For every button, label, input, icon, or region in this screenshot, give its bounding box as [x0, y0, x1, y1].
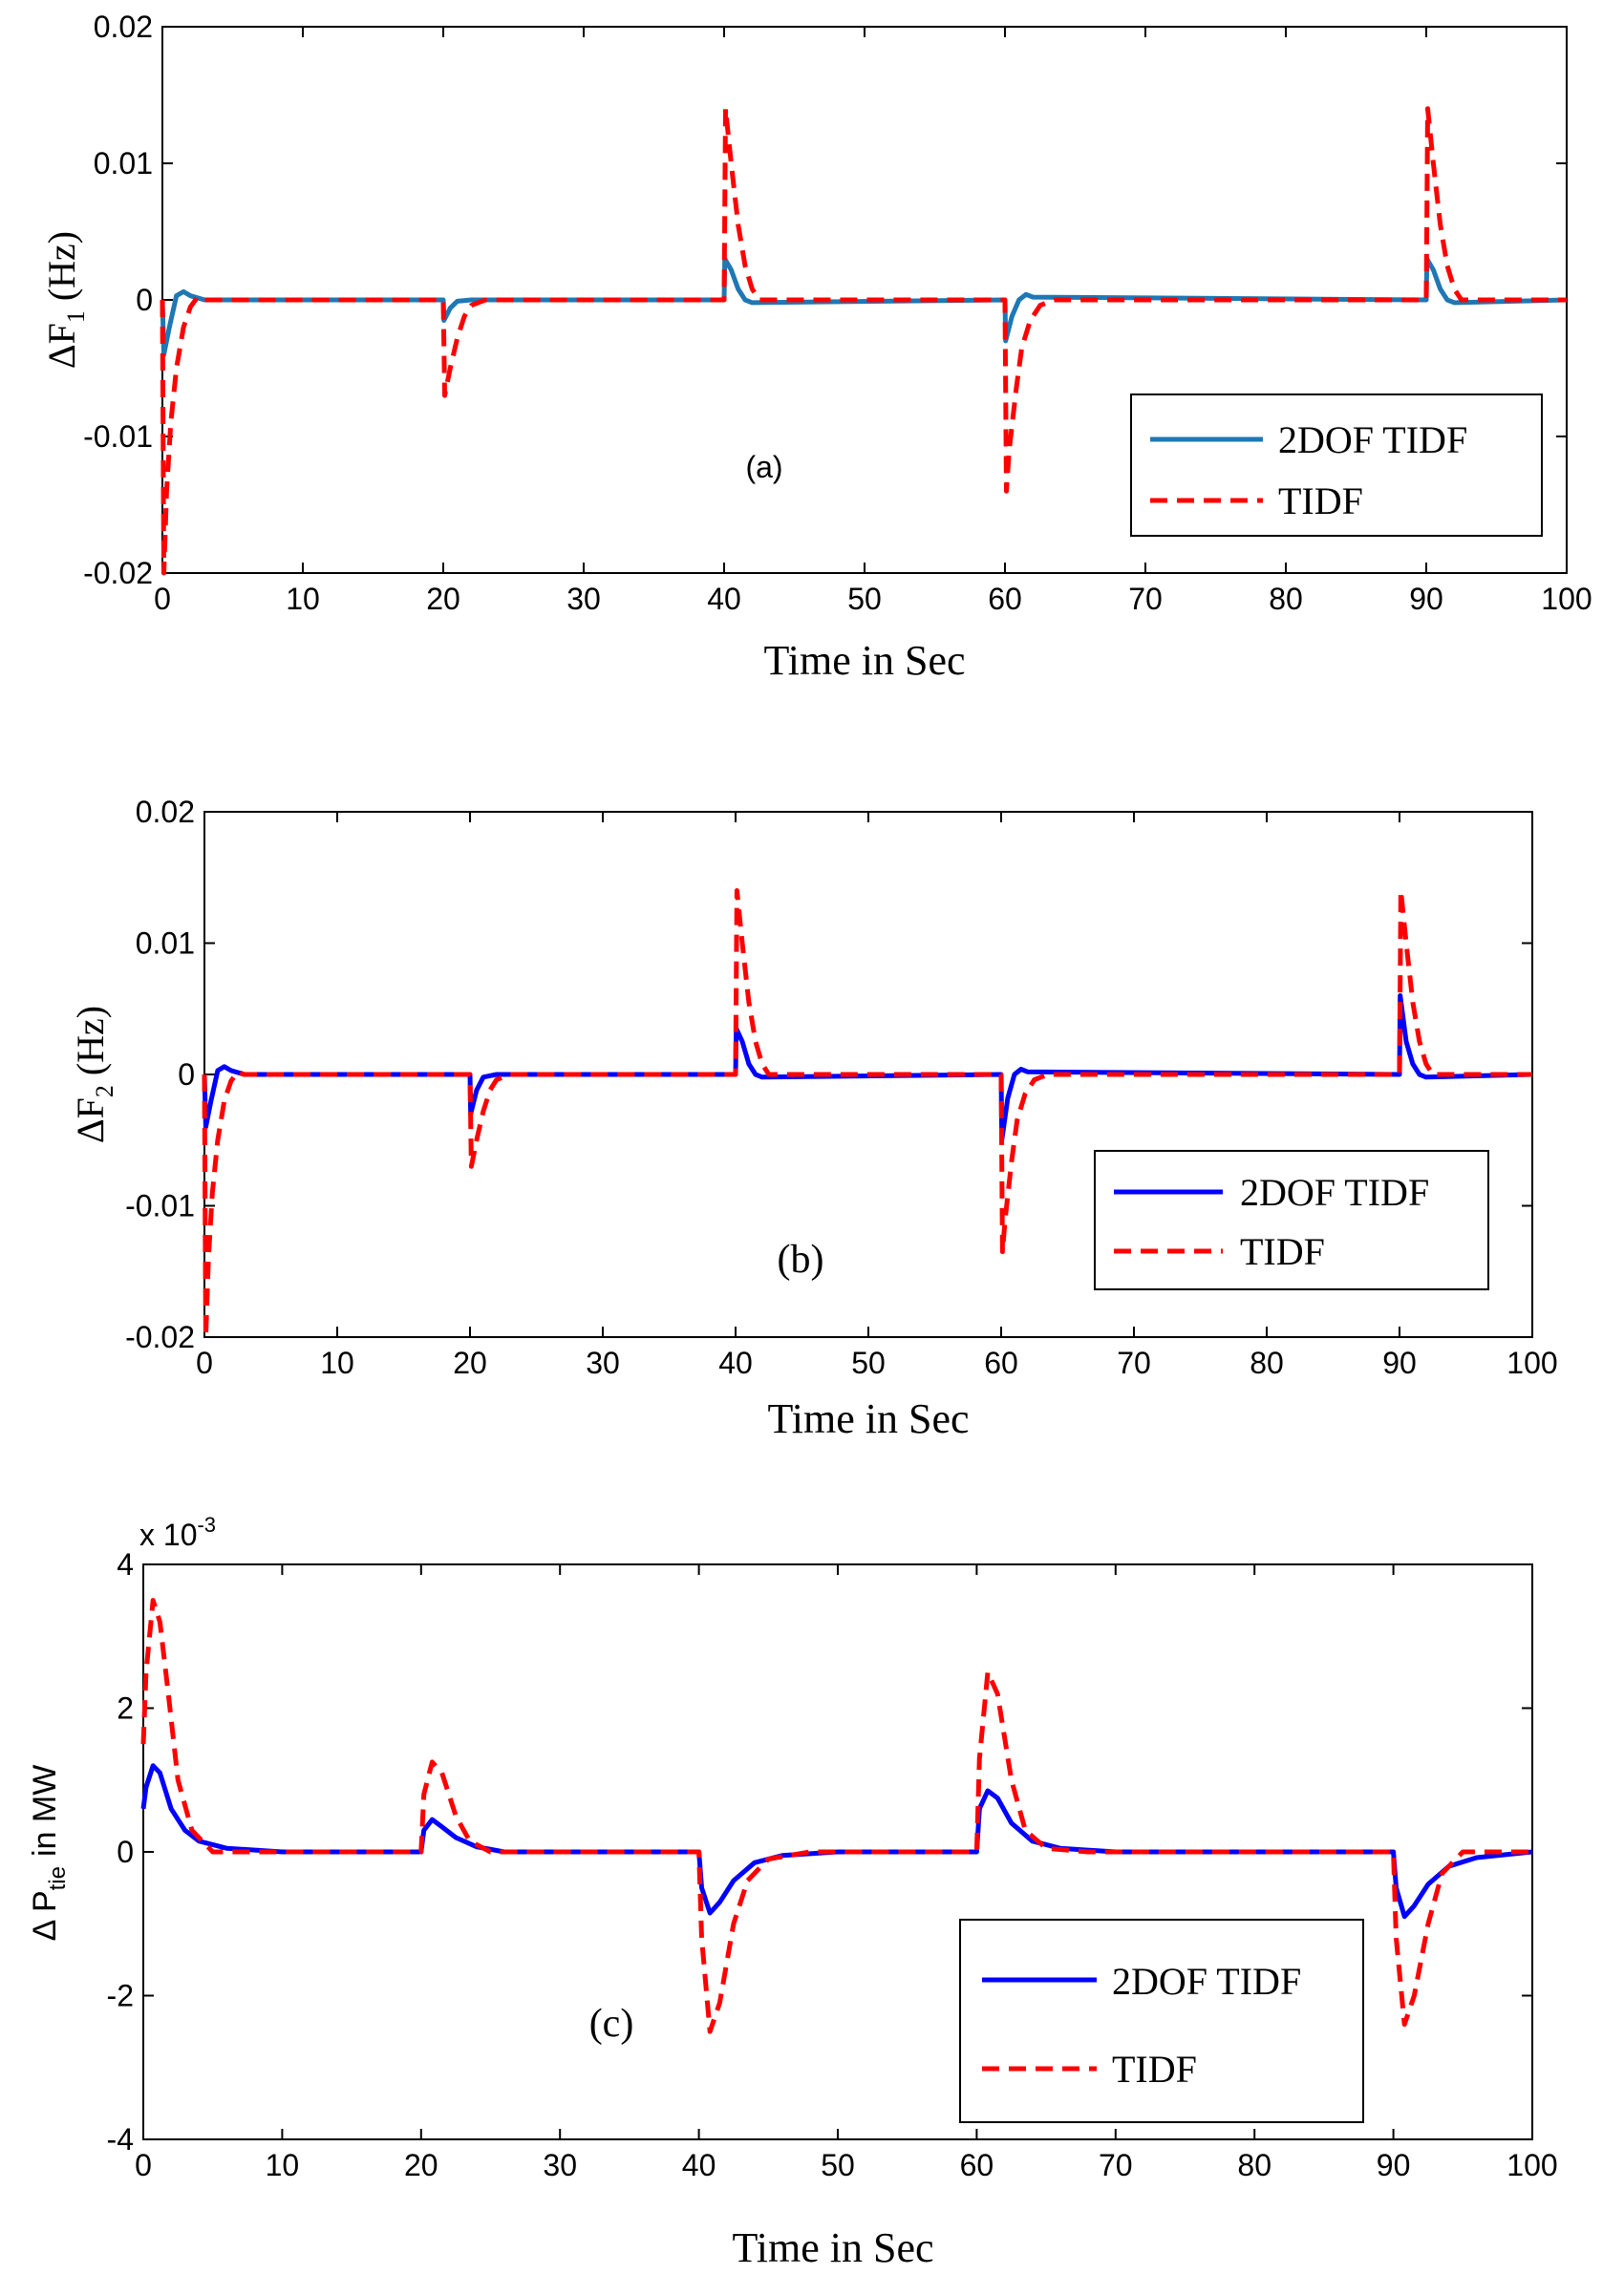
panel-c-xtick-label: 60	[960, 2148, 994, 2182]
panel-b-series-2dof-tidf-line	[202, 993, 1533, 1143]
panel-a-ytick-label: 0.02	[94, 10, 153, 44]
panel-b-legend-label-2dof: 2DOF TIDF	[1240, 1171, 1429, 1214]
panel-c-legend-label-tidf: TIDF	[1112, 2048, 1197, 2091]
panel-a-xtick-label: 80	[1269, 582, 1303, 616]
panel-c-xtick-label: 0	[135, 2148, 152, 2182]
panel-a-xtick-label: 10	[286, 582, 320, 616]
panel-c-series-tidf-line	[140, 1598, 1532, 2034]
panel-a-ytick-label: 0.01	[94, 146, 153, 181]
panel-b-xtick-label: 20	[453, 1346, 487, 1380]
panel-c-ytick-label: 2	[117, 1691, 134, 1726]
panel-c-xtick-label: 10	[266, 2148, 300, 2182]
panel-c-xtick-label: 30	[543, 2148, 577, 2182]
panel-c-xtick-label: 90	[1377, 2148, 1411, 2182]
panel-c-ytick-label: 4	[117, 1547, 134, 1582]
panel-a-series-tidf-line	[160, 106, 1567, 576]
panel-a: 0 10 20 30 40 50 60 70 80 90 100 -0.02 -0.01 0 0.01 0.0…	[40, 10, 1592, 684]
panel-a-xtick-label: 40	[707, 582, 741, 616]
panel-a-legend-label-2dof: 2DOF TIDF	[1278, 418, 1467, 461]
panel-a-legend-box	[1130, 393, 1543, 537]
panel-b-xtick-label: 60	[984, 1346, 1018, 1380]
panel-c-xtick-label: 70	[1099, 2148, 1133, 2182]
panel-c-xtick-label: 100	[1506, 2148, 1557, 2182]
panel-a-ytick-label: -0.01	[83, 419, 153, 454]
panel-b-legend-box	[1094, 1150, 1489, 1290]
panel-b-label: (b)	[778, 1238, 824, 1282]
panel-c-legend-box	[959, 1919, 1364, 2123]
panel-a-xtick-label: 60	[988, 582, 1022, 616]
panel-b-xtick-label: 0	[196, 1346, 213, 1380]
panel-a-xtick-label: 90	[1409, 582, 1443, 616]
panel-b-series-tidf-line	[202, 888, 1532, 1340]
panel-a-label: (a)	[745, 450, 782, 484]
panel-a-legend-label-tidf: TIDF	[1278, 479, 1363, 522]
panel-a-xtick-label: 0	[154, 582, 171, 616]
panel-c-label: (c)	[589, 2002, 634, 2046]
panel-c-ylabel: Δ Ptiein MW	[27, 1765, 71, 1942]
panel-a-ytick-label: -0.02	[83, 556, 153, 590]
panel-b-xtick-label: 90	[1382, 1346, 1417, 1380]
panel-a-xtick-label: 70	[1128, 582, 1163, 616]
panel-c-ytick-label: 0	[117, 1835, 134, 1869]
panel-a-legend: 2DOF TIDF TIDF	[1130, 393, 1543, 537]
panel-a-ylabel: ΔF1(Hz)	[40, 231, 90, 369]
panel-c-ytick-label: -4	[107, 2122, 134, 2157]
panel-a-ytick-label: 0	[136, 283, 153, 317]
panel-c-xtick-label: 80	[1237, 2148, 1271, 2182]
panel-b: 0 10 20 30 40 50 60 70 80 90 100 -0.02 -0.01 0 0.01 0.0…	[69, 795, 1558, 1442]
panel-b-ytick-label: 0	[178, 1057, 195, 1092]
panel-a-xlabel: Time in Sec	[763, 637, 965, 684]
panel-c: 0 10 20 30 40 50 60 70 80 90 100 -4 -2 0 2 4 x 10-3 Tim…	[27, 1513, 1558, 2271]
panel-c-legend: 2DOF TIDF TIDF	[959, 1919, 1364, 2123]
panel-b-ytick-label: 0.02	[136, 795, 195, 829]
panel-b-xlabel: Time in Sec	[767, 1395, 969, 1442]
panel-c-legend-label-2dof: 2DOF TIDF	[1112, 1960, 1301, 2003]
panel-b-xtick-label: 30	[586, 1346, 620, 1380]
panel-b-xtick-label: 40	[718, 1346, 753, 1380]
panel-b-xtick-label: 10	[320, 1346, 354, 1380]
panel-c-xtick-label: 40	[682, 2148, 716, 2182]
panel-c-exponent: x 10-3	[139, 1513, 216, 1552]
panel-a-xtick-label: 30	[566, 582, 601, 616]
panel-c-xlabel: Time in Sec	[732, 2224, 933, 2271]
panel-a-xtick-label: 50	[847, 582, 882, 616]
panel-b-ytick-label: 0.01	[136, 926, 195, 961]
panel-c-ytick-label: -2	[107, 1979, 134, 2013]
panel-b-xtick-label: 100	[1506, 1346, 1557, 1380]
panel-b-ylabel: ΔF2(Hz)	[69, 1006, 118, 1143]
panel-c-xtick-label: 20	[404, 2148, 438, 2182]
panel-b-ytick-label: -0.01	[125, 1189, 195, 1223]
panel-b-ytick-label: -0.02	[125, 1320, 195, 1354]
panel-b-legend-label-tidf: TIDF	[1240, 1230, 1325, 1273]
panel-b-xtick-label: 50	[851, 1346, 886, 1380]
panel-b-xtick-label: 80	[1250, 1346, 1284, 1380]
panel-c-xtick-label: 50	[821, 2148, 855, 2182]
panel-a-xtick-label: 100	[1541, 582, 1592, 616]
panel-a-xtick-label: 20	[426, 582, 460, 616]
panel-b-xtick-label: 70	[1117, 1346, 1151, 1380]
panel-b-legend: 2DOF TIDF TIDF	[1094, 1150, 1489, 1290]
